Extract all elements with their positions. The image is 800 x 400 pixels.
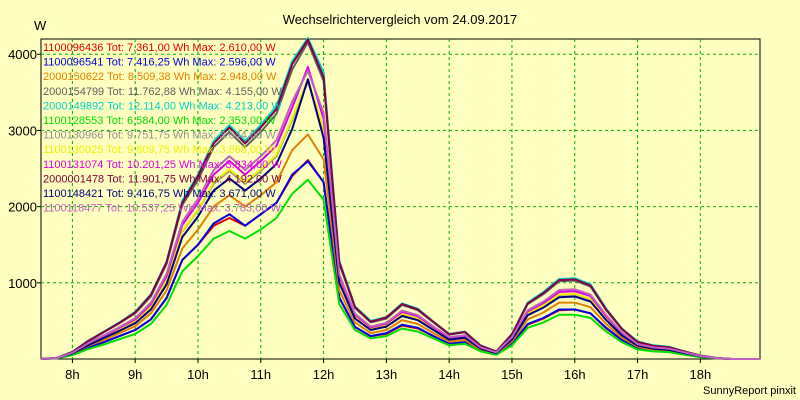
x-tick-label: 9h: [128, 367, 142, 382]
x-tick-label: 16h: [564, 367, 586, 382]
x-tick-label: 15h: [501, 367, 523, 382]
grid-layer: [41, 39, 760, 359]
x-tick-label: 11h: [250, 367, 271, 382]
series-line-1100128553: [40, 178, 760, 360]
x-tick-label: 10h: [187, 367, 209, 382]
series-line-1100096541: [40, 160, 760, 360]
y-tick-label: 3000: [8, 123, 37, 138]
x-tick-label: 14h: [438, 367, 460, 382]
x-tick-label: 17h: [627, 367, 649, 382]
legend-entry-2000154799: 2000154799 Tot: 11.762,88 Wh Max: 4.155,…: [43, 86, 282, 98]
legend-entry-1100128553: 1100128553 Tot: 6.584,00 Wh Max: 2.353,0…: [43, 115, 276, 127]
series-layer: [40, 37, 760, 360]
legend-entry-2000150622: 2000150622 Tot: 8.509,38 Wh Max: 2.948,0…: [43, 71, 277, 83]
x-tick-label: 18h: [689, 367, 711, 382]
chart-title: Wechselrichtervergleich vom 24.09.2017: [283, 12, 518, 27]
x-tick-label: 13h: [376, 367, 398, 382]
legend-entry-1100131074: 1100131074 Tot: 10.201,25 Wh Max: 3.834,…: [43, 159, 282, 171]
series-line-2000001478: [40, 38, 760, 360]
legend-entry-1100130966: 1100130966 Tot: 9.751,75 Wh Max: 3.644,0…: [43, 130, 276, 142]
y-tick-label: 2000: [8, 200, 37, 215]
series-line-1100118477: [40, 69, 760, 360]
footer-credit: SunnyReport pinxit: [703, 385, 796, 397]
y-tick-label: 4000: [8, 47, 37, 62]
legend-entry-1100118477: 1100118477 Tot: 10.537,25 Wh Max: 3.783,…: [43, 203, 282, 215]
legend-entry-1100096436: 1100096436 Tot: 7.361,00 Wh Max: 2.610,0…: [43, 42, 276, 54]
legend-entry-1100130025: 1100130025 Tot: 9.809,75 Wh Max: 3.668,0…: [43, 144, 276, 156]
plot-frame: [40, 38, 761, 360]
y-tick-label: 1000: [8, 276, 37, 291]
axis-layer: 1000 2000 3000 4000 8h 9h 10h 11h 12h 13h 14h 15h 16…: [8, 47, 711, 382]
legend-entry-1100096541: 1100096541 Tot: 7.416,25 Wh Max: 2.596,0…: [43, 57, 276, 69]
legend-entry-2000001478: 2000001478 Tot: 11.901,75 Wh Max: 4.192,…: [43, 173, 282, 185]
legend-layer: 1100096436 Tot: 7.361,00 Wh Max: 2.610,0…: [43, 42, 282, 215]
series-line-2000150622: [40, 133, 760, 360]
x-tick-label: 8h: [65, 367, 79, 382]
legend-entry-1100148421: 1100148421 Tot: 9.416,75 Wh Max: 3.671,0…: [43, 188, 276, 200]
x-tick-label: 12h: [313, 367, 335, 382]
series-line-1100148421: [40, 78, 760, 360]
legend-entry-2000149892: 2000149892 Tot: 12.114,00 Wh Max: 4.213,…: [43, 100, 282, 112]
y-axis-unit-label: W: [34, 18, 47, 33]
